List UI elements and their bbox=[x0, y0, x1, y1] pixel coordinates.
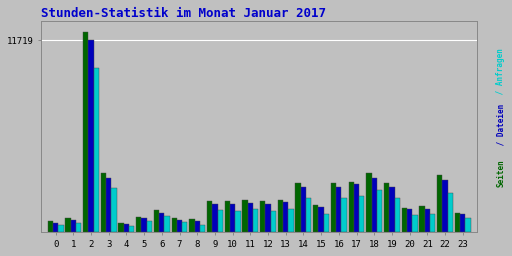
Bar bbox=[318, 207, 324, 232]
Text: / Dateien: / Dateien bbox=[496, 104, 505, 150]
Bar bbox=[154, 210, 159, 232]
Bar bbox=[359, 196, 365, 232]
Bar bbox=[265, 204, 271, 232]
Bar bbox=[295, 183, 301, 232]
Bar bbox=[424, 209, 430, 232]
Text: Seiten: Seiten bbox=[496, 159, 505, 187]
Bar bbox=[442, 180, 447, 232]
Bar bbox=[212, 204, 218, 232]
Text: / Anfragen: / Anfragen bbox=[496, 48, 505, 99]
Bar bbox=[395, 198, 400, 232]
Bar bbox=[94, 69, 99, 232]
Bar bbox=[189, 219, 195, 232]
Bar bbox=[182, 222, 187, 232]
Bar bbox=[331, 183, 336, 232]
Bar bbox=[236, 211, 241, 232]
Bar bbox=[407, 209, 412, 232]
Bar bbox=[147, 221, 152, 232]
Bar bbox=[76, 222, 81, 232]
Bar bbox=[136, 217, 141, 232]
Bar bbox=[260, 201, 265, 232]
Bar bbox=[207, 201, 212, 232]
Bar bbox=[248, 203, 253, 232]
Bar bbox=[306, 198, 311, 232]
Bar bbox=[342, 198, 347, 232]
Bar bbox=[313, 205, 318, 232]
Text: Stunden-Statistik im Monat Januar 2017: Stunden-Statistik im Monat Januar 2017 bbox=[41, 7, 327, 20]
Bar bbox=[430, 214, 435, 232]
Bar bbox=[177, 220, 182, 232]
Bar bbox=[366, 173, 372, 232]
Bar bbox=[83, 33, 89, 232]
Bar bbox=[58, 225, 63, 232]
Bar bbox=[377, 190, 382, 232]
Bar bbox=[465, 218, 471, 232]
Bar bbox=[288, 209, 294, 232]
Bar bbox=[66, 218, 71, 232]
Bar bbox=[101, 173, 106, 232]
Bar bbox=[218, 210, 223, 232]
Bar bbox=[141, 218, 147, 232]
Bar bbox=[89, 40, 94, 232]
Bar bbox=[402, 208, 407, 232]
Bar bbox=[389, 187, 395, 232]
Bar bbox=[195, 221, 200, 232]
Bar bbox=[172, 218, 177, 232]
Bar bbox=[53, 222, 58, 232]
Bar bbox=[242, 200, 248, 232]
Bar bbox=[124, 224, 129, 232]
Bar bbox=[278, 200, 283, 232]
Bar bbox=[419, 206, 424, 232]
Bar bbox=[129, 226, 134, 232]
Bar bbox=[283, 202, 288, 232]
Bar bbox=[253, 209, 258, 232]
Bar bbox=[225, 201, 230, 232]
Bar bbox=[118, 222, 124, 232]
Bar bbox=[412, 215, 418, 232]
Bar bbox=[271, 211, 276, 232]
Bar bbox=[164, 216, 170, 232]
Bar bbox=[112, 188, 117, 232]
Bar bbox=[336, 187, 342, 232]
Bar bbox=[455, 213, 460, 232]
Bar bbox=[159, 213, 164, 232]
Bar bbox=[384, 183, 389, 232]
Bar bbox=[372, 177, 377, 232]
Bar bbox=[324, 214, 329, 232]
Bar bbox=[48, 221, 53, 232]
Bar bbox=[200, 225, 205, 232]
Bar bbox=[301, 187, 306, 232]
Bar bbox=[460, 214, 465, 232]
Bar bbox=[71, 220, 76, 232]
Bar bbox=[106, 178, 112, 232]
Bar bbox=[354, 184, 359, 232]
Bar bbox=[437, 175, 442, 232]
Bar bbox=[230, 204, 236, 232]
Bar bbox=[349, 182, 354, 232]
Bar bbox=[447, 193, 453, 232]
